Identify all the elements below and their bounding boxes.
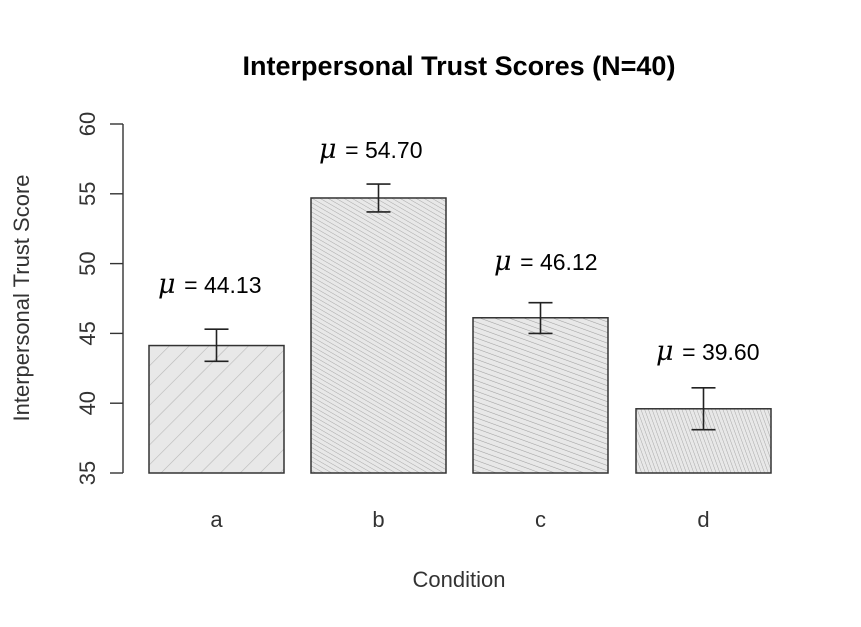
y-axis-label: Interpersonal Trust Score — [9, 174, 34, 421]
y-tick-label-55: 55 — [75, 182, 100, 206]
data-label-d: μ = 39.60 — [656, 336, 760, 367]
data-labels-group: μ = 44.13 μ = 54.70 μ = 46.12 μ = 39.60 — [158, 134, 760, 367]
bar-b — [310, 197, 447, 474]
x-tick-label-a: a — [210, 507, 223, 532]
data-label-c: μ = 46.12 — [494, 246, 598, 277]
x-axis-label: Condition — [413, 567, 506, 592]
error-bars-group — [204, 183, 716, 431]
chart-title: Interpersonal Trust Scores (N=40) — [243, 51, 676, 81]
category-labels-group: a b c d — [210, 507, 709, 532]
y-tick-label-50: 50 — [75, 251, 100, 275]
y-tick-label-45: 45 — [75, 321, 100, 345]
y-tick-label-40: 40 — [75, 391, 100, 415]
y-tick-label-60: 60 — [75, 112, 100, 136]
x-tick-label-c: c — [535, 507, 546, 532]
x-tick-label-d: d — [697, 507, 709, 532]
bar-c — [472, 317, 609, 474]
bar-a — [148, 344, 285, 474]
y-axis: 35 40 45 50 55 60 — [75, 112, 124, 485]
data-label-a: μ = 44.13 — [158, 269, 262, 300]
y-tick-label-35: 35 — [75, 461, 100, 485]
bars-group — [148, 197, 772, 474]
x-tick-label-b: b — [372, 507, 384, 532]
data-label-b: μ = 54.70 — [319, 134, 423, 165]
